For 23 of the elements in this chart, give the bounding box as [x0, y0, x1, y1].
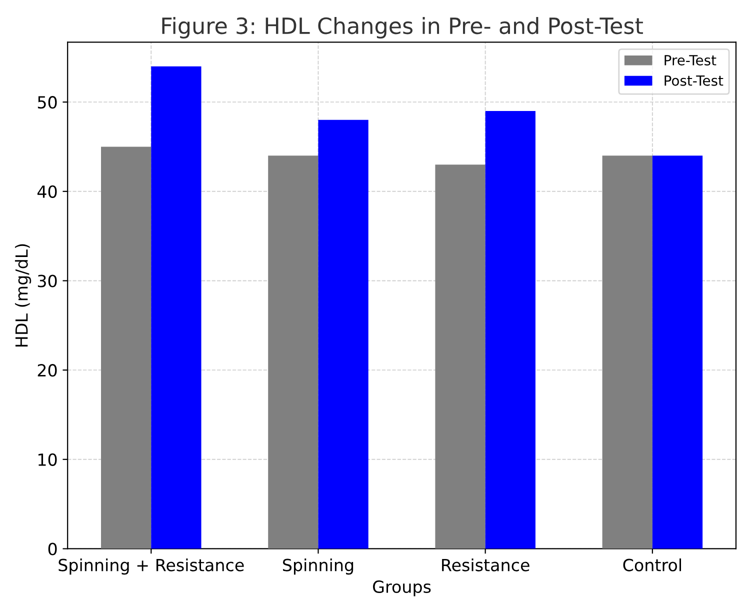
bar	[318, 120, 368, 549]
x-tick-label: Spinning	[282, 558, 354, 575]
x-tick-label: Spinning + Resistance	[58, 558, 244, 575]
y-tick-label: 10	[38, 453, 57, 466]
bar	[101, 146, 152, 549]
bar	[268, 156, 318, 549]
bar	[151, 66, 202, 549]
bar	[435, 164, 486, 549]
chart-title: Figure 3: HDL Changes in Pre- and Post-Test	[162, 16, 643, 38]
y-axis-title: HDL (mg/dL)	[14, 244, 32, 346]
y-tick-label: 50	[38, 96, 57, 109]
bar	[652, 156, 703, 549]
legend-label: Post-Test	[664, 76, 724, 86]
y-tick-label: 0	[48, 542, 57, 556]
x-axis-title: Groups	[373, 580, 431, 596]
y-tick-label: 40	[37, 185, 57, 198]
legend-label: Pre-Test	[664, 55, 716, 66]
y-tick-label: 30	[38, 274, 57, 288]
bar	[485, 110, 536, 549]
bar	[602, 156, 652, 549]
x-tick-label: Control	[623, 558, 681, 572]
x-tick-label: Resistance	[442, 558, 530, 572]
y-tick-label: 20	[38, 364, 57, 377]
